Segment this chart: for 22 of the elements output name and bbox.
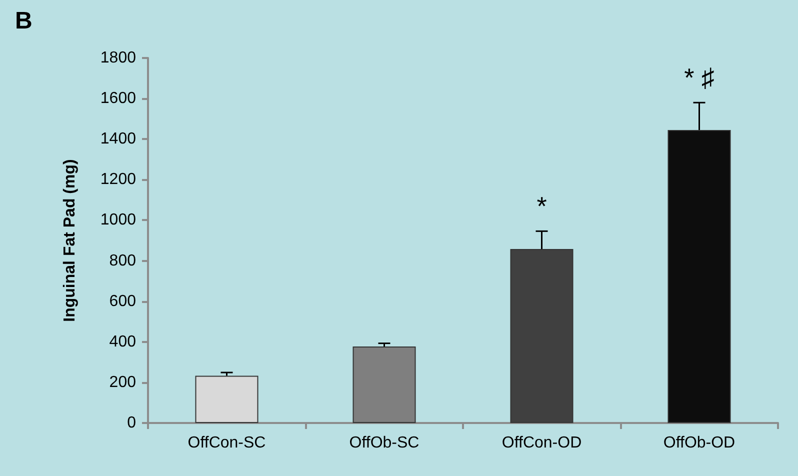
x-tick-label: OffOb-SC (349, 434, 420, 452)
x-tick-label: OffCon-OD (502, 434, 582, 452)
bar (668, 130, 731, 423)
y-tick-label: 1400 (100, 130, 136, 148)
y-axis-title: Inguinal Fat Pad (mg) (62, 159, 78, 322)
y-tick-label: 1000 (100, 212, 136, 229)
y-tick-label: 1800 (100, 50, 136, 66)
y-tick-label: 600 (109, 292, 136, 310)
y-tick-label: 0 (127, 414, 136, 432)
x-tick-label: OffCon-SC (188, 434, 266, 452)
chart-title: B (15, 8, 32, 34)
x-tick-label: OffOb-OD (663, 434, 736, 452)
y-tick-label: 400 (109, 333, 136, 350)
annotation: * (536, 191, 547, 222)
y-tick-label: 1200 (100, 171, 136, 188)
bar (195, 376, 258, 423)
y-tick-label: 200 (109, 374, 136, 391)
y-tick-label: 1600 (100, 90, 136, 108)
bar (510, 249, 574, 423)
annotation: * ♯ (684, 62, 714, 93)
bar (352, 346, 416, 423)
y-tick-label: 800 (109, 252, 136, 270)
